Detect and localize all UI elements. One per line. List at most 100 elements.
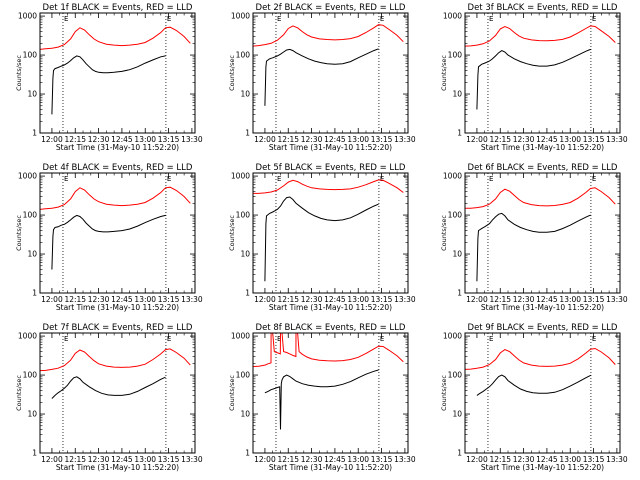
panel-title: Det 9f BLACK = Events, RED = LLD (468, 323, 618, 333)
x-axis-label: Start Time (31-May-10 11:52:20) (481, 143, 604, 152)
plot-frame (39, 12, 196, 134)
x-tick-label: 13:00 (559, 135, 581, 144)
x-tick-label: 12:15 (489, 455, 511, 464)
event-marker-label: E (64, 175, 68, 183)
x-tick-label: 12:15 (277, 295, 299, 304)
x-tick-label: 12:45 (111, 135, 133, 144)
panel-det-9: Det 9f BLACK = Events, RED = LLD 1 10 100 10… (440, 323, 628, 472)
x-tick-label: 13:30 (394, 295, 416, 304)
event-marker-label: E (167, 175, 171, 183)
series-events-line (264, 196, 379, 282)
plot-frame (39, 172, 196, 294)
y-tick-label: 1000 (18, 172, 37, 181)
x-tick-label: 12:45 (111, 455, 133, 464)
event-marker-label: E (489, 335, 493, 343)
y-tick-label: 100 (236, 211, 251, 220)
event-marker-label: E (592, 175, 596, 183)
x-tick-label: 13:30 (394, 455, 416, 464)
x-axis-label: Start Time (31-May-10 11:52:20) (56, 143, 179, 152)
panel-title: Det 5f BLACK = Events, RED = LLD (256, 163, 406, 173)
plot-frame (464, 172, 621, 294)
x-tick-label: 13:30 (394, 135, 416, 144)
x-axis-label: Start Time (31-May-10 11:52:20) (269, 143, 392, 152)
series-events-line (264, 369, 379, 430)
event-marker-label: E (380, 175, 384, 183)
y-tick-label: 1000 (443, 172, 462, 181)
x-tick-label: 13:15 (371, 455, 393, 464)
series-lld-line (253, 24, 404, 47)
x-tick-label: 12:30 (301, 135, 323, 144)
event-marker-label: E (380, 15, 384, 23)
y-tick-label: 100 (236, 371, 251, 380)
x-tick-label: 12:30 (88, 455, 110, 464)
panel-det-5: Det 5f BLACK = Events, RED = LLD 1 10 100 10… (228, 163, 416, 312)
x-tick-label: 13:30 (606, 135, 628, 144)
x-axis-label: Start Time (31-May-10 11:52:20) (269, 303, 392, 312)
y-tick-label: 100 (448, 371, 463, 380)
y-axis-label: Counts/sec (15, 55, 23, 91)
x-tick-label: 13:30 (181, 455, 203, 464)
x-axis-label: Start Time (31-May-10 11:52:20) (481, 463, 604, 472)
y-tick-label: 10 (240, 250, 250, 259)
panel-det-8: Det 8f BLACK = Events, RED = LLD 1 10 100 10… (228, 323, 416, 472)
y-tick-label: 1 (245, 449, 250, 458)
plot-frame (464, 12, 621, 134)
panel-title: Det 2f BLACK = Events, RED = LLD (256, 3, 406, 13)
x-tick-label: 13:00 (134, 295, 156, 304)
x-tick-label: 13:15 (583, 295, 605, 304)
y-axis-label: Counts/sec (15, 215, 23, 251)
x-tick-label: 13:15 (583, 455, 605, 464)
y-axis-label: Counts/sec (440, 375, 448, 411)
series-lld-line (253, 333, 404, 368)
x-tick-label: 13:30 (181, 135, 203, 144)
series-events-line (51, 376, 166, 399)
x-tick-label: 12:30 (88, 135, 110, 144)
event-marker-label: E (592, 335, 596, 343)
x-tick-label: 12:45 (111, 295, 133, 304)
series-events-line (476, 48, 591, 110)
x-tick-label: 13:15 (158, 295, 180, 304)
y-axis-label: Counts/sec (228, 375, 236, 411)
y-tick-label: 100 (23, 371, 38, 380)
y-tick-label: 1 (245, 129, 250, 138)
y-tick-label: 10 (27, 410, 37, 419)
event-marker-label: E (277, 15, 281, 23)
series-events-line (51, 55, 166, 115)
x-tick-label: 13:00 (347, 135, 369, 144)
y-tick-label: 10 (240, 410, 250, 419)
x-tick-label: 12:00 (41, 455, 63, 464)
x-tick-label: 12:15 (64, 135, 86, 144)
y-tick-label: 10 (452, 90, 462, 99)
event-marker-label: E (592, 15, 596, 23)
x-tick-label: 12:45 (324, 295, 346, 304)
y-tick-label: 1 (457, 449, 462, 458)
panel-title: Det 3f BLACK = Events, RED = LLD (468, 3, 618, 13)
x-tick-label: 12:45 (536, 455, 558, 464)
event-marker-label: E (277, 175, 281, 183)
x-tick-label: 12:30 (301, 455, 323, 464)
x-tick-label: 13:00 (134, 455, 156, 464)
series-events-line (264, 48, 379, 106)
plot-frame (252, 172, 409, 294)
series-lld-line (465, 25, 616, 47)
x-tick-label: 12:30 (513, 295, 535, 304)
y-tick-label: 1 (32, 449, 37, 458)
x-tick-label: 12:30 (301, 295, 323, 304)
x-axis-label: Start Time (31-May-10 11:52:20) (56, 303, 179, 312)
event-marker-label: E (489, 175, 493, 183)
panel-title: Det 1f BLACK = Events, RED = LLD (43, 3, 193, 13)
x-tick-label: 12:00 (254, 135, 276, 144)
y-tick-label: 10 (452, 250, 462, 259)
y-tick-label: 1 (457, 129, 462, 138)
y-axis-label: Counts/sec (440, 55, 448, 91)
x-tick-label: 12:00 (466, 295, 488, 304)
y-tick-label: 10 (452, 410, 462, 419)
y-tick-label: 100 (23, 51, 38, 60)
series-lld-line (40, 348, 191, 372)
series-lld-line (40, 186, 191, 210)
event-marker-label: E (167, 335, 171, 343)
x-tick-label: 13:00 (347, 455, 369, 464)
event-marker-label: E (380, 335, 384, 343)
panel-title: Det 6f BLACK = Events, RED = LLD (468, 163, 618, 173)
